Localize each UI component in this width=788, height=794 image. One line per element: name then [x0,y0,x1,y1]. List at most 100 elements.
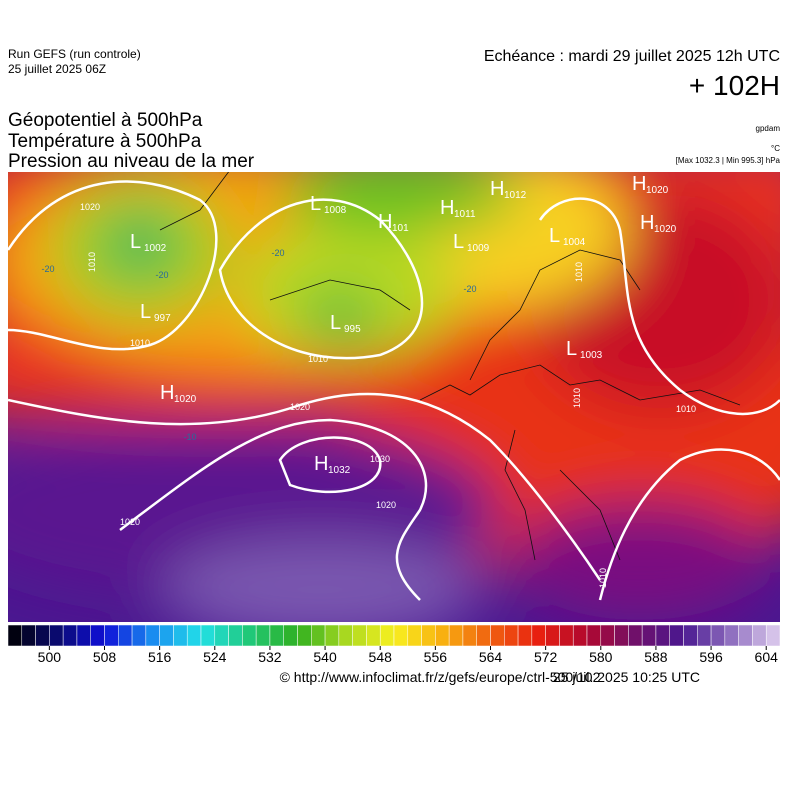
colorbar-swatch [572,624,588,647]
colorbar-tick-label: 556 [424,649,448,665]
isobar-label: 1010 [87,252,97,272]
colorbar-swatch [683,624,698,647]
center-value: 1012 [504,190,527,201]
center-letter: H [378,211,392,233]
isobar-label: 1010 [130,338,150,348]
colorbar-swatch [655,624,670,647]
center-letter: H [640,212,654,234]
colorbar-tick-label: 500 [38,649,62,665]
colorbar-swatch [724,624,739,647]
map-field [8,172,780,622]
colorbar-swatch [7,624,23,647]
center-value: 1020 [646,185,669,196]
colorbar-swatch [62,624,78,647]
center-value: 1020 [174,394,197,405]
colorbar-swatch [76,624,91,647]
center-letter: L [140,301,151,323]
colorbar-tick-label: 564 [479,649,503,665]
center-letter: L [310,193,321,215]
colorbar-swatch [173,624,188,647]
colorbar-swatch [366,624,381,647]
colorbar-swatch [490,624,505,647]
colorbar-swatch [104,624,119,647]
center-letter: H [314,453,328,475]
footer-time: 25 juil. 2025 10:25 UTC [553,669,700,685]
colorbar-swatch [407,624,422,647]
colorbar-swatch [710,624,726,647]
colorbar-swatch [145,624,160,647]
colorbar-swatch [641,624,657,647]
colorbar-tick-label: 524 [203,649,227,665]
temperature-label: -20 [155,270,168,280]
center-value: 997 [154,313,171,324]
colorbar-tick-label: 572 [534,649,558,665]
colorbar-swatch [586,624,602,647]
center-value: 1009 [467,243,490,254]
colorbar-swatch [379,624,395,647]
isobar-label: 1020 [80,202,100,212]
title-temperature: Température à 500hPa [8,131,202,152]
center-value: 1020 [654,224,677,235]
colorbar-swatch [35,624,50,647]
valid-time: Echéance : mardi 29 juillet 2025 12h UTC [484,48,780,65]
center-letter: H [440,197,454,219]
colorbar-swatch [393,624,409,647]
colorbar-tick-label: 580 [589,649,613,665]
colorbar-swatch [504,624,519,647]
run-date: 25 juillet 2025 06Z [8,62,106,76]
center-value: 1011 [454,209,476,220]
center-letter: L [566,338,577,360]
colorbar-swatch [628,624,643,647]
isobar-label: 1020 [290,402,310,412]
unit-celsius: °C [771,144,780,153]
colorbar-tick-label: 596 [699,649,723,665]
center-letter: L [453,231,464,253]
footer-url: © http://www.infoclimat.fr/z/gefs/europe… [280,669,601,685]
colorbar-tick-label: 548 [369,649,393,665]
center-value: 1003 [580,350,603,361]
colorbar-swatch [600,624,615,647]
colorbar-swatch [738,624,753,647]
colorbar-swatch [476,624,491,647]
colorbar-swatch [669,624,684,647]
colorbar: 500 508 516 524 532 540 548 556 564 572 580 588 596 6… [7,624,781,665]
colorbar-swatch [697,624,712,647]
isobar-label: 1010 [676,404,696,414]
isobar-label: 1010 [574,262,584,282]
colorbar-tick-label: 588 [644,649,668,665]
colorbar-swatch [255,624,271,647]
colorbar-swatch [531,624,546,647]
colorbar-swatch [131,624,147,647]
colorbar-swatch [186,624,202,647]
center-letter: L [549,225,560,247]
center-letter: H [490,178,504,200]
colorbar-swatch [269,624,284,647]
center-letter: L [130,231,141,253]
colorbar-swatch [159,624,174,647]
isobar-label: 1010 [308,354,328,364]
isobar-label: 1020 [120,517,140,527]
run-label: Run GEFS (run controle) [8,47,141,61]
temperature-label: -10 [183,432,196,442]
colorbar-swatch [242,624,257,647]
center-value: 1004 [563,237,586,248]
colorbar-tick-label: 532 [258,649,282,665]
colorbar-swatch [283,624,298,647]
colorbar-swatch [448,624,464,647]
colorbar-swatch [49,624,64,647]
colorbar-tick-label: 516 [148,649,172,665]
colorbar-swatch [90,624,105,647]
center-letter: L [330,312,341,334]
colorbar-swatch [311,624,326,647]
title-geopotential: Géopotentiel à 500hPa [8,110,203,131]
colorbar-swatch [297,624,312,647]
colorbar-swatch [228,624,243,647]
center-value: 101 [392,223,409,234]
colorbar-swatch [21,624,36,647]
colorbar-swatch [559,624,574,647]
colorbar-swatch [214,624,229,647]
unit-gpdam: gpdam [756,124,781,133]
colorbar-swatch [545,624,560,647]
title-pressure: Pression au niveau de la mer [8,151,255,172]
